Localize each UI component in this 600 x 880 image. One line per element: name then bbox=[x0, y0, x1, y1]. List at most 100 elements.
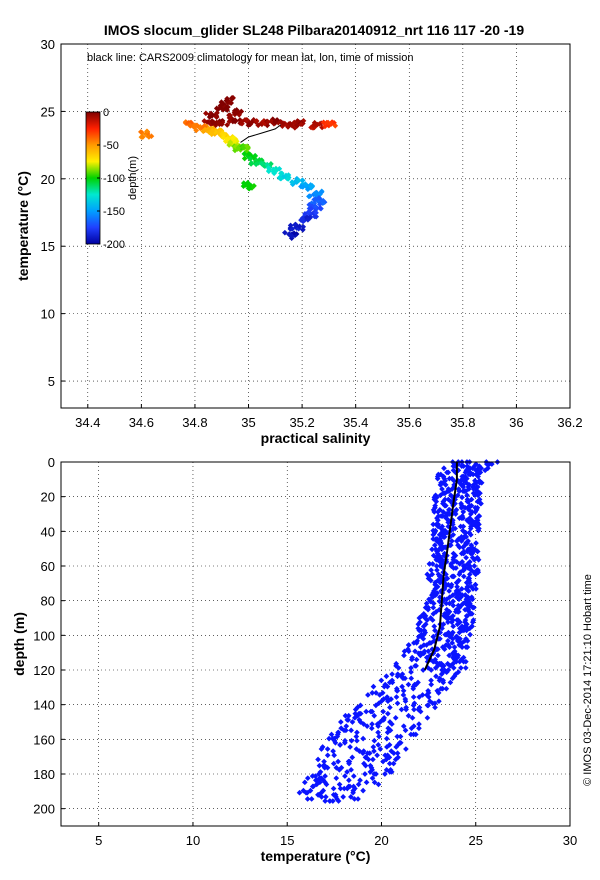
dp-data-point bbox=[456, 571, 463, 578]
dp-data-point bbox=[411, 706, 417, 713]
dp-data-point bbox=[367, 769, 374, 775]
ts-data-points bbox=[138, 95, 339, 242]
dp-data-point bbox=[335, 758, 341, 765]
ts-data-point bbox=[187, 122, 193, 128]
dp-data-point bbox=[443, 502, 449, 509]
dp-data-point bbox=[373, 690, 379, 696]
ts-data-point bbox=[285, 176, 291, 182]
ts-y-tick-label: 30 bbox=[41, 37, 55, 52]
dp-data-point bbox=[472, 581, 479, 588]
dp-data-point bbox=[336, 767, 343, 773]
dp-data-point bbox=[378, 677, 385, 684]
dp-data-point bbox=[436, 677, 443, 684]
dp-data-point bbox=[435, 509, 441, 515]
dp-data-point bbox=[433, 556, 440, 563]
dp-data-point bbox=[405, 642, 412, 648]
dp-data-point bbox=[310, 783, 317, 790]
ts-y-tick-label: 15 bbox=[41, 239, 55, 254]
dp-data-point bbox=[443, 600, 450, 607]
dp-data-point bbox=[360, 787, 366, 794]
dp-data-point bbox=[384, 683, 391, 690]
dp-data-point bbox=[385, 698, 391, 705]
dp-data-point bbox=[360, 750, 366, 757]
dp-data-point bbox=[458, 538, 465, 544]
dp-data-point bbox=[321, 758, 327, 765]
dp-data-point bbox=[380, 708, 386, 715]
dp-data-point bbox=[460, 488, 466, 494]
ts-data-point bbox=[224, 122, 231, 128]
ts-data-point bbox=[325, 119, 331, 126]
ts-data-point bbox=[226, 118, 233, 125]
dp-data-point bbox=[439, 685, 446, 692]
ts-data-point bbox=[265, 168, 272, 175]
dp-data-point bbox=[327, 798, 333, 804]
dp-data-point bbox=[424, 702, 431, 709]
dp-data-point bbox=[445, 619, 451, 625]
dp-data-point bbox=[417, 652, 424, 659]
dp-data-point bbox=[425, 606, 431, 613]
dp-data-point bbox=[463, 613, 470, 619]
dp-data-point bbox=[430, 611, 437, 617]
ts-data-point bbox=[259, 160, 265, 167]
ts-data-point bbox=[287, 120, 293, 127]
dp-data-point bbox=[371, 779, 378, 786]
dp-data-point bbox=[474, 548, 481, 555]
dp-data-point bbox=[471, 563, 478, 569]
dp-data-point bbox=[459, 494, 465, 501]
dp-data-point bbox=[393, 694, 400, 700]
dp-data-point bbox=[416, 721, 422, 727]
dp-data-point bbox=[343, 723, 350, 729]
dp-data-point bbox=[425, 694, 432, 700]
dp-data-point bbox=[459, 644, 465, 650]
dp-data-point bbox=[394, 700, 401, 707]
dp-data-point bbox=[333, 775, 340, 781]
dp-data-point bbox=[354, 729, 360, 736]
dp-data-point bbox=[426, 561, 433, 567]
dp-data-point bbox=[442, 482, 449, 488]
dp-data-point bbox=[443, 685, 450, 692]
dp-data-point bbox=[342, 712, 349, 719]
ts-x-tick-label: 34.4 bbox=[75, 415, 100, 430]
ts-data-point bbox=[220, 106, 227, 112]
dp-data-point bbox=[364, 750, 371, 757]
dp-data-point bbox=[438, 671, 445, 677]
dp-data-point bbox=[363, 708, 369, 715]
ts-data-point bbox=[246, 151, 252, 157]
dp-data-point bbox=[429, 700, 436, 707]
ts-data-point bbox=[313, 213, 320, 220]
colorbar-ticks: 0 -50 -100 -150 -200 bbox=[97, 107, 125, 251]
ts-data-point bbox=[265, 165, 272, 171]
dp-y-tick-label: 160 bbox=[33, 732, 55, 747]
ts-data-point bbox=[277, 175, 284, 182]
dp-data-point bbox=[463, 627, 470, 634]
dp-data-point bbox=[456, 596, 462, 603]
climatology-note: black line: CARS2009 climatology for mea… bbox=[87, 52, 413, 64]
dp-data-point bbox=[440, 679, 447, 686]
dp-data-point bbox=[450, 602, 457, 609]
ts-y-tick-label: 20 bbox=[41, 172, 55, 187]
dp-data-point bbox=[341, 727, 347, 734]
dp-data-point bbox=[420, 623, 427, 630]
dp-data-point bbox=[315, 756, 321, 763]
dp-data-point bbox=[355, 796, 361, 802]
dp-data-point bbox=[324, 752, 331, 759]
dp-data-point bbox=[456, 488, 463, 494]
dp-data-point bbox=[460, 484, 467, 490]
depth-colorbar: 0 -50 -100 -150 -200 depth(m) bbox=[85, 107, 139, 251]
ts-data-point bbox=[224, 95, 230, 102]
ts-data-point bbox=[294, 122, 300, 129]
ts-data-point bbox=[313, 210, 319, 216]
colorbar-tick-label: 0 bbox=[103, 107, 109, 119]
ts-data-point bbox=[248, 160, 255, 166]
ts-data-point bbox=[245, 122, 252, 129]
ts-data-point bbox=[280, 120, 286, 127]
dp-data-point bbox=[463, 554, 469, 561]
dp-data-point bbox=[324, 764, 331, 771]
ts-data-point bbox=[312, 121, 319, 128]
dp-data-point bbox=[434, 567, 440, 573]
dp-data-point bbox=[401, 652, 407, 659]
dp-data-point bbox=[446, 507, 452, 513]
dp-data-point bbox=[362, 771, 368, 777]
dp-data-point bbox=[470, 486, 477, 492]
dp-data-point bbox=[370, 756, 376, 763]
